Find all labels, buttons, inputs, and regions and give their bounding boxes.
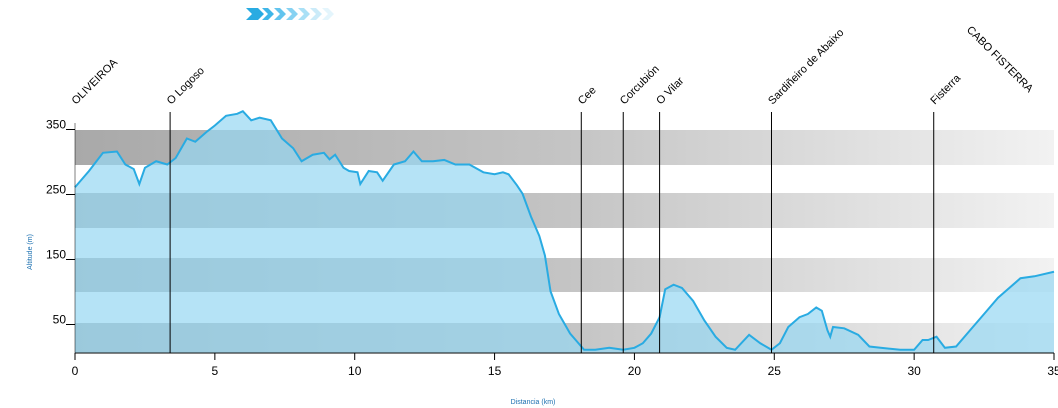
- place-label: OLIVEIROA: [70, 56, 121, 107]
- x-tick-label: 30: [907, 364, 921, 378]
- y-tick-label: 150: [46, 248, 66, 262]
- x-tick-label: 5: [212, 364, 219, 378]
- place-label: O Vilar: [654, 75, 686, 107]
- y-tick-label: 250: [46, 183, 66, 197]
- x-tick-label: 10: [348, 364, 362, 378]
- y-axis-label: Altitude (m): [27, 234, 34, 270]
- x-tick-label: 20: [628, 364, 642, 378]
- place-label: CABO FISTERRA: [964, 24, 1036, 96]
- x-tick-label: 35: [1047, 364, 1058, 378]
- place-label: Sardiñeiro de Abaixo: [766, 27, 846, 107]
- place-label: O Logoso: [165, 65, 207, 107]
- x-tick-label: 15: [488, 364, 502, 378]
- x-tick-label: 25: [768, 364, 782, 378]
- place-label: Fisterra: [928, 72, 963, 107]
- x-tick-label: 0: [72, 364, 79, 378]
- place-label: Cee: [576, 84, 599, 107]
- area: [75, 111, 1054, 353]
- y-tick-label: 350: [46, 118, 66, 132]
- arrows: [246, 8, 334, 20]
- profile-line: [74, 109, 1055, 351]
- x-axis-label: Distancia (km): [511, 399, 556, 406]
- y-tick-label: 50: [53, 313, 67, 327]
